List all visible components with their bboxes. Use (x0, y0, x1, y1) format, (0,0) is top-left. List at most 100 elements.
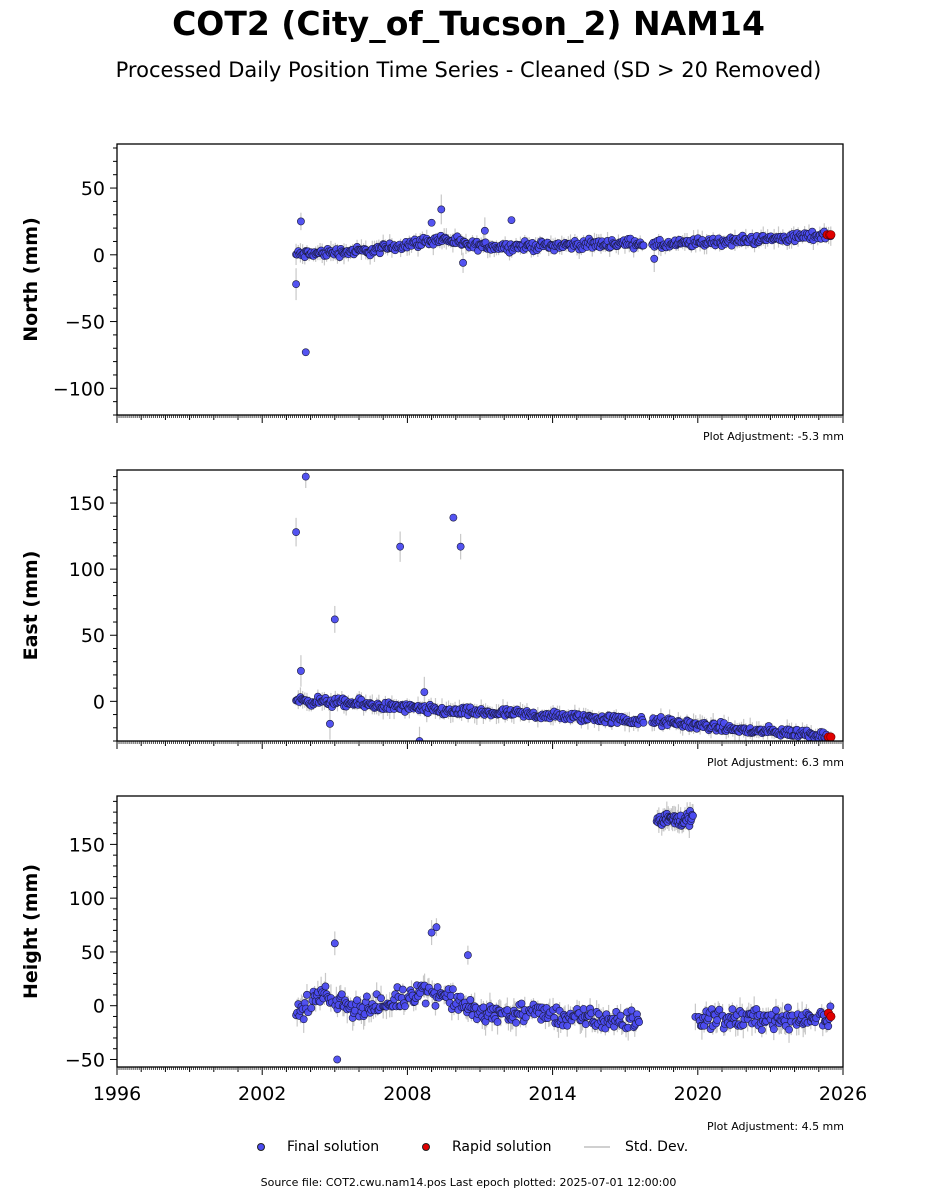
final-solution-point (421, 999, 430, 1008)
y-tick-label: 0 (93, 245, 105, 267)
y-tick-label: 0 (93, 691, 105, 713)
final-solution-point (303, 990, 311, 999)
plot-frame (116, 469, 844, 742)
final-solution-point (456, 542, 465, 551)
chart-title: COT2 (City_of_Tucson_2) NAM14 (172, 4, 765, 43)
final-solution-point (330, 939, 339, 948)
data-layer (292, 194, 836, 357)
y-tick-label: 100 (69, 559, 105, 581)
y-tick-label: 150 (69, 493, 105, 515)
final-solution-point (401, 1002, 409, 1011)
final-solution-point (715, 1005, 724, 1014)
final-solution-point (398, 985, 407, 994)
rapid-solution-point (826, 732, 836, 741)
y-tick-label: 50 (81, 942, 105, 964)
final-solution-point (503, 1006, 512, 1014)
final-solution-point (728, 1005, 737, 1014)
x-tick-label: 2020 (674, 1083, 722, 1105)
rapid-solution-point (826, 1011, 836, 1021)
final-solution-point (420, 688, 429, 696)
final-solution-point (396, 542, 405, 551)
final-solution-point (427, 218, 436, 227)
final-solution-point (377, 994, 385, 1003)
final-solution-point (517, 999, 526, 1008)
plot-frame (116, 143, 844, 416)
final-solution-point (449, 513, 458, 522)
rapid-solution-point (826, 230, 836, 240)
y-tick-label: 50 (81, 178, 105, 200)
final-solution-point (639, 718, 648, 727)
final-solution-point (689, 811, 697, 820)
final-solution-point (594, 1010, 603, 1019)
final-solution-point (415, 737, 424, 741)
final-solution-point (581, 1020, 590, 1029)
final-solution-point (456, 992, 465, 1001)
legend-std-label: Std. Dev. (625, 1139, 689, 1155)
y-tick-label: 0 (93, 996, 105, 1018)
final-solution-point (326, 719, 334, 728)
rapid-solution-marker-icon (422, 1143, 430, 1151)
std-dev-line-icon (584, 1146, 610, 1148)
final-solution-point (757, 1025, 766, 1034)
final-solution-point (446, 991, 455, 1000)
final-solution-point (297, 217, 305, 226)
final-solution-point (433, 983, 442, 992)
y-axis-label: East (mm) (20, 551, 42, 661)
y-tick-label: 50 (81, 625, 105, 647)
y-tick-label: 150 (69, 834, 105, 856)
data-layer (292, 470, 836, 741)
final-solution-point (297, 667, 305, 675)
data-layer (292, 801, 836, 1064)
final-solution-point (512, 1018, 520, 1027)
final-solution-marker-icon (257, 1143, 265, 1151)
source-footer: Source file: COT2.cwu.nam14.pos Last epo… (260, 1176, 677, 1189)
final-solution-point (301, 472, 310, 481)
final-solution-point (459, 258, 467, 267)
y-tick-label: −50 (65, 1049, 105, 1071)
x-tick-label: 2014 (528, 1083, 576, 1105)
final-solution-point (507, 216, 516, 224)
x-tick-label: 2008 (383, 1083, 431, 1105)
final-solution-point (579, 1005, 588, 1013)
east-plot-adjustment: Plot Adjustment: 6.3 mm (706, 756, 844, 769)
final-solution-point (480, 226, 489, 235)
final-solution-point (362, 992, 371, 1001)
north-plot-adjustment: Plot Adjustment: -5.3 mm (703, 430, 844, 443)
final-solution-point (635, 1018, 644, 1026)
final-solution-point (299, 1015, 308, 1024)
final-solution-point (784, 1003, 792, 1012)
legend-rapid-label: Rapid solution (452, 1139, 552, 1155)
plot-panel-1: 150 100 50 0 East (mm) (20, 469, 844, 749)
final-solution-point (563, 1021, 572, 1030)
plot-panel-2: 150 100 50 0 −50 1996 2002 2008 2014 2020 2026 Heig… (20, 795, 867, 1105)
x-tick-label: 1996 (93, 1083, 141, 1105)
x-tick-label: 2002 (238, 1083, 286, 1105)
y-tick-label: 100 (69, 888, 105, 910)
final-solution-point (479, 1003, 488, 1012)
final-solution-point (427, 928, 436, 937)
final-solution-point (301, 348, 310, 357)
final-solution-point (521, 1013, 530, 1022)
final-solution-point (639, 241, 648, 250)
final-solution-point (333, 1055, 342, 1064)
final-solution-point (292, 280, 300, 289)
final-solution-point (448, 985, 457, 994)
final-solution-point (432, 923, 441, 932)
final-solution-point (431, 1001, 440, 1010)
y-tick-label: −100 (53, 378, 105, 400)
final-solution-point (824, 1022, 833, 1031)
final-solution-point (650, 254, 659, 263)
chart-subtitle: Processed Daily Position Time Series - C… (115, 58, 822, 82)
final-solution-point (337, 990, 346, 999)
final-solution-point (616, 1011, 625, 1020)
final-solution-point (785, 1025, 793, 1034)
final-solution-point (466, 996, 475, 1004)
height-plot-adjustment: Plot Adjustment: 4.5 mm (706, 1120, 844, 1133)
final-solution-point (292, 528, 300, 537)
y-tick-label: −50 (65, 312, 105, 334)
final-solution-point (713, 1016, 722, 1024)
x-tick-label: 2026 (819, 1083, 867, 1105)
final-solution-point (353, 996, 361, 1005)
final-solution-point (769, 1025, 778, 1034)
